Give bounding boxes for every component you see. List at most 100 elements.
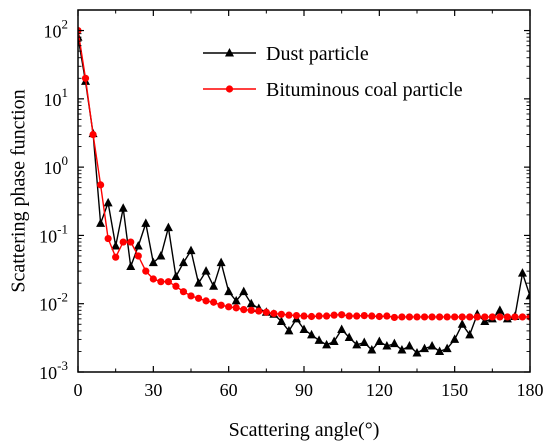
data-point: [404, 341, 414, 350]
data-point: [511, 313, 519, 321]
data-point: [209, 281, 219, 290]
data-point: [427, 341, 437, 350]
data-point: [96, 218, 106, 227]
data-point: [435, 346, 445, 355]
x-tick-labels: 0 30 60 90 120 150 180: [74, 380, 544, 400]
data-point: [141, 218, 151, 227]
data-point: [89, 130, 97, 139]
legend-marker: [225, 48, 234, 57]
y-tick-label: 101: [44, 85, 69, 110]
data-point: [103, 197, 113, 207]
y-tick-label: 10-1: [39, 221, 68, 246]
data-point: [216, 257, 226, 267]
data-point: [353, 312, 361, 320]
data-point: [262, 308, 270, 316]
data-point: [270, 309, 278, 318]
data-point: [134, 252, 142, 260]
data-point: [194, 278, 204, 287]
data-point: [466, 313, 474, 321]
data-point: [329, 336, 339, 345]
data-point: [224, 286, 234, 296]
data-point: [157, 278, 165, 286]
data-point: [413, 313, 421, 321]
data-point: [307, 329, 317, 339]
x-tick-label: 150: [441, 380, 468, 400]
axis-ticks: [77, 9, 531, 373]
data-point: [337, 324, 347, 333]
x-tick-label: 0: [74, 380, 83, 400]
x-tick-label: 30: [144, 380, 162, 400]
data-point: [525, 290, 530, 300]
y-tick-label: 100: [44, 153, 69, 178]
data-point: [323, 312, 331, 320]
data-point: [503, 313, 511, 321]
data-point: [465, 329, 475, 339]
data-point: [397, 344, 407, 354]
data-point: [495, 305, 505, 314]
y-tick-exponent: 2: [62, 17, 69, 32]
data-point: [450, 334, 460, 343]
data-point: [436, 313, 444, 321]
data-point: [148, 257, 158, 267]
data-point: [163, 222, 173, 232]
data-point: [81, 74, 90, 82]
data-point: [171, 271, 181, 281]
data-point: [179, 288, 188, 296]
data-point: [382, 341, 392, 350]
data-point: [299, 324, 309, 333]
data-point: [172, 282, 180, 290]
data-point: [488, 313, 496, 321]
data-point: [194, 294, 203, 302]
data-point: [389, 338, 399, 348]
data-point: [428, 313, 436, 321]
data-point: [217, 301, 225, 309]
data-point: [375, 312, 383, 321]
data-point: [518, 313, 527, 321]
y-tick-label: 102: [44, 17, 69, 42]
y-tick-exponent: -2: [57, 290, 68, 305]
data-point: [405, 313, 414, 321]
y-tick-label: 10-3: [39, 358, 68, 383]
series-bituminous-coal-particle: [78, 26, 530, 322]
x-tick-label: 90: [295, 380, 313, 400]
legend-marker: [225, 85, 234, 93]
data-point: [111, 241, 121, 250]
x-tick-label: 120: [366, 380, 393, 400]
data-point: [473, 313, 481, 321]
data-point: [178, 257, 188, 267]
y-tick-exponent: -1: [57, 221, 68, 236]
x-tick-label: 60: [220, 380, 238, 400]
data-point: [285, 311, 293, 319]
data-point: [352, 339, 362, 349]
data-point: [367, 344, 377, 354]
y-tick-exponent: 0: [62, 153, 69, 168]
y-tick-exponent: 1: [62, 85, 69, 100]
y-tick-label: 10-2: [39, 290, 68, 315]
data-point: [345, 312, 353, 320]
data-point: [164, 278, 172, 286]
data-point: [420, 313, 429, 321]
legend-label: Dust particle: [266, 43, 369, 65]
data-point: [368, 312, 376, 320]
data-point: [338, 311, 346, 319]
x-axis-label: Scattering angle(°): [229, 419, 380, 441]
data-point: [360, 311, 368, 320]
data-point: [186, 245, 196, 255]
data-point: [210, 298, 218, 306]
data-point: [255, 307, 263, 315]
data-point: [104, 234, 112, 243]
data-point: [142, 267, 150, 275]
y-tick-exponent: -3: [57, 358, 68, 373]
data-point: [118, 203, 128, 212]
data-point: [239, 286, 249, 296]
data-point: [443, 313, 451, 321]
data-point: [276, 316, 286, 325]
data-point: [284, 325, 294, 335]
data-point: [398, 313, 406, 321]
data-point: [481, 313, 489, 321]
data-point: [442, 343, 452, 353]
data-point: [133, 241, 143, 250]
data-point: [112, 253, 120, 261]
data-point: [330, 311, 338, 319]
